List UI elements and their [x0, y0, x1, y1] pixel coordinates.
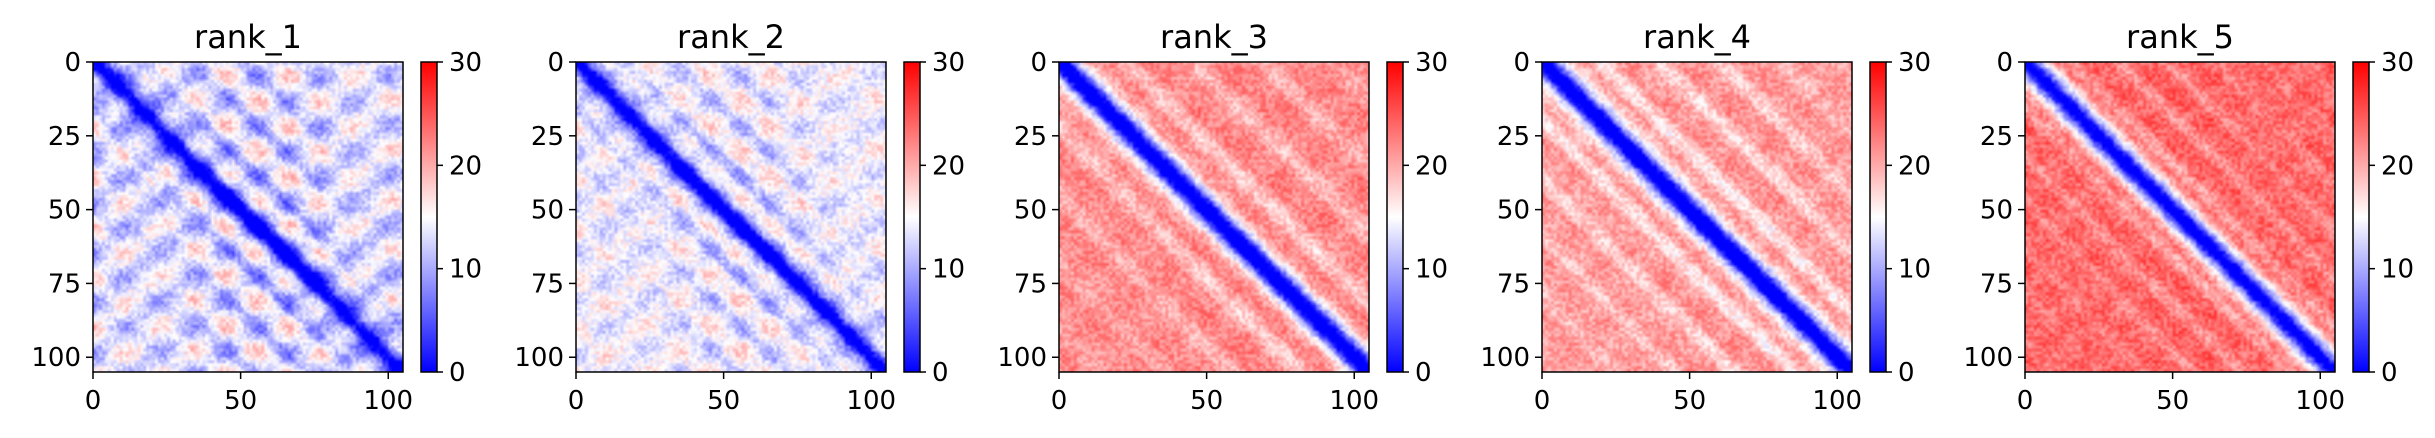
x-tick-label: 50 [1190, 386, 1223, 416]
x-tick-label: 0 [2017, 386, 2034, 416]
heatmap-image [576, 62, 886, 372]
colorbar-tick-label: 20 [1415, 151, 1448, 181]
colorbar-tick-label: 20 [449, 151, 482, 181]
colorbar-tick-label: 30 [1415, 48, 1448, 78]
y-tick-label: 25 [1497, 122, 1530, 152]
panel-title: rank_3 [1160, 18, 1268, 56]
colorbar-tick-label: 10 [1415, 255, 1448, 285]
y-tick-label: 100 [1480, 343, 1530, 373]
colorbar-tick-label: 10 [449, 255, 482, 285]
y-tick-label: 0 [1996, 48, 2013, 78]
panel-title: rank_2 [677, 18, 785, 56]
y-tick-label: 25 [531, 122, 564, 152]
colorbar [420, 61, 438, 373]
y-tick-label: 50 [531, 196, 564, 226]
colorbar-tick-label: 30 [2381, 48, 2414, 78]
colorbar-tick-label: 20 [1898, 151, 1931, 181]
y-tick-label: 25 [1014, 122, 1047, 152]
heatmap-frame [1541, 61, 1853, 373]
x-tick-label: 100 [2295, 386, 2345, 416]
colorbar-tick-label: 30 [932, 48, 965, 78]
y-tick-label: 75 [1014, 269, 1047, 299]
x-tick-label: 100 [846, 386, 896, 416]
heatmap-frame [2024, 61, 2336, 373]
colorbar-tick-label: 10 [2381, 255, 2414, 285]
y-tick-label: 0 [1513, 48, 1530, 78]
x-tick-label: 100 [1329, 386, 1379, 416]
colorbar-tick-label: 10 [1898, 255, 1931, 285]
y-tick-label: 75 [48, 269, 81, 299]
y-tick-label: 75 [1497, 269, 1530, 299]
colorbar-tick-label: 30 [1898, 48, 1931, 78]
colorbar-tick-label: 30 [449, 48, 482, 78]
heatmap-image [1059, 62, 1369, 372]
x-tick-label: 50 [707, 386, 740, 416]
y-tick-label: 50 [48, 196, 81, 226]
heatmap-frame [575, 61, 887, 373]
heatmap-image [93, 62, 403, 372]
y-tick-label: 50 [1980, 196, 2013, 226]
y-tick-label: 0 [64, 48, 81, 78]
y-tick-label: 0 [547, 48, 564, 78]
colorbar-tick-label: 0 [932, 358, 949, 388]
y-tick-label: 100 [997, 343, 1047, 373]
x-tick-label: 50 [2156, 386, 2189, 416]
colorbar-tick-label: 0 [449, 358, 466, 388]
colorbar-tick-label: 10 [932, 255, 965, 285]
colorbar [903, 61, 921, 373]
x-tick-label: 0 [1534, 386, 1551, 416]
colorbar [1869, 61, 1887, 373]
y-tick-label: 100 [1963, 343, 2013, 373]
heatmap-image [2025, 62, 2335, 372]
panel-title: rank_4 [1643, 18, 1751, 56]
colorbar-tick-label: 20 [2381, 151, 2414, 181]
heatmap-frame [92, 61, 404, 373]
colorbar [2352, 61, 2370, 373]
panel-title: rank_5 [2126, 18, 2234, 56]
colorbar-tick-label: 0 [2381, 358, 2398, 388]
colorbar-tick-label: 20 [932, 151, 965, 181]
x-tick-label: 100 [363, 386, 413, 416]
panel-title: rank_1 [194, 18, 302, 56]
y-tick-label: 25 [48, 122, 81, 152]
heatmap-image [1542, 62, 1852, 372]
x-tick-label: 0 [568, 386, 585, 416]
y-tick-label: 75 [531, 269, 564, 299]
colorbar [1386, 61, 1404, 373]
colorbar-tick-label: 0 [1898, 358, 1915, 388]
y-tick-label: 50 [1014, 196, 1047, 226]
y-tick-label: 100 [514, 343, 564, 373]
x-tick-label: 0 [85, 386, 102, 416]
y-tick-label: 0 [1030, 48, 1047, 78]
y-tick-label: 50 [1497, 196, 1530, 226]
y-tick-label: 25 [1980, 122, 2013, 152]
x-tick-label: 100 [1812, 386, 1862, 416]
heatmap-frame [1058, 61, 1370, 373]
x-tick-label: 50 [1673, 386, 1706, 416]
colorbar-tick-label: 0 [1415, 358, 1432, 388]
x-tick-label: 0 [1051, 386, 1068, 416]
x-tick-label: 50 [224, 386, 257, 416]
y-tick-label: 75 [1980, 269, 2013, 299]
y-tick-label: 100 [31, 343, 81, 373]
